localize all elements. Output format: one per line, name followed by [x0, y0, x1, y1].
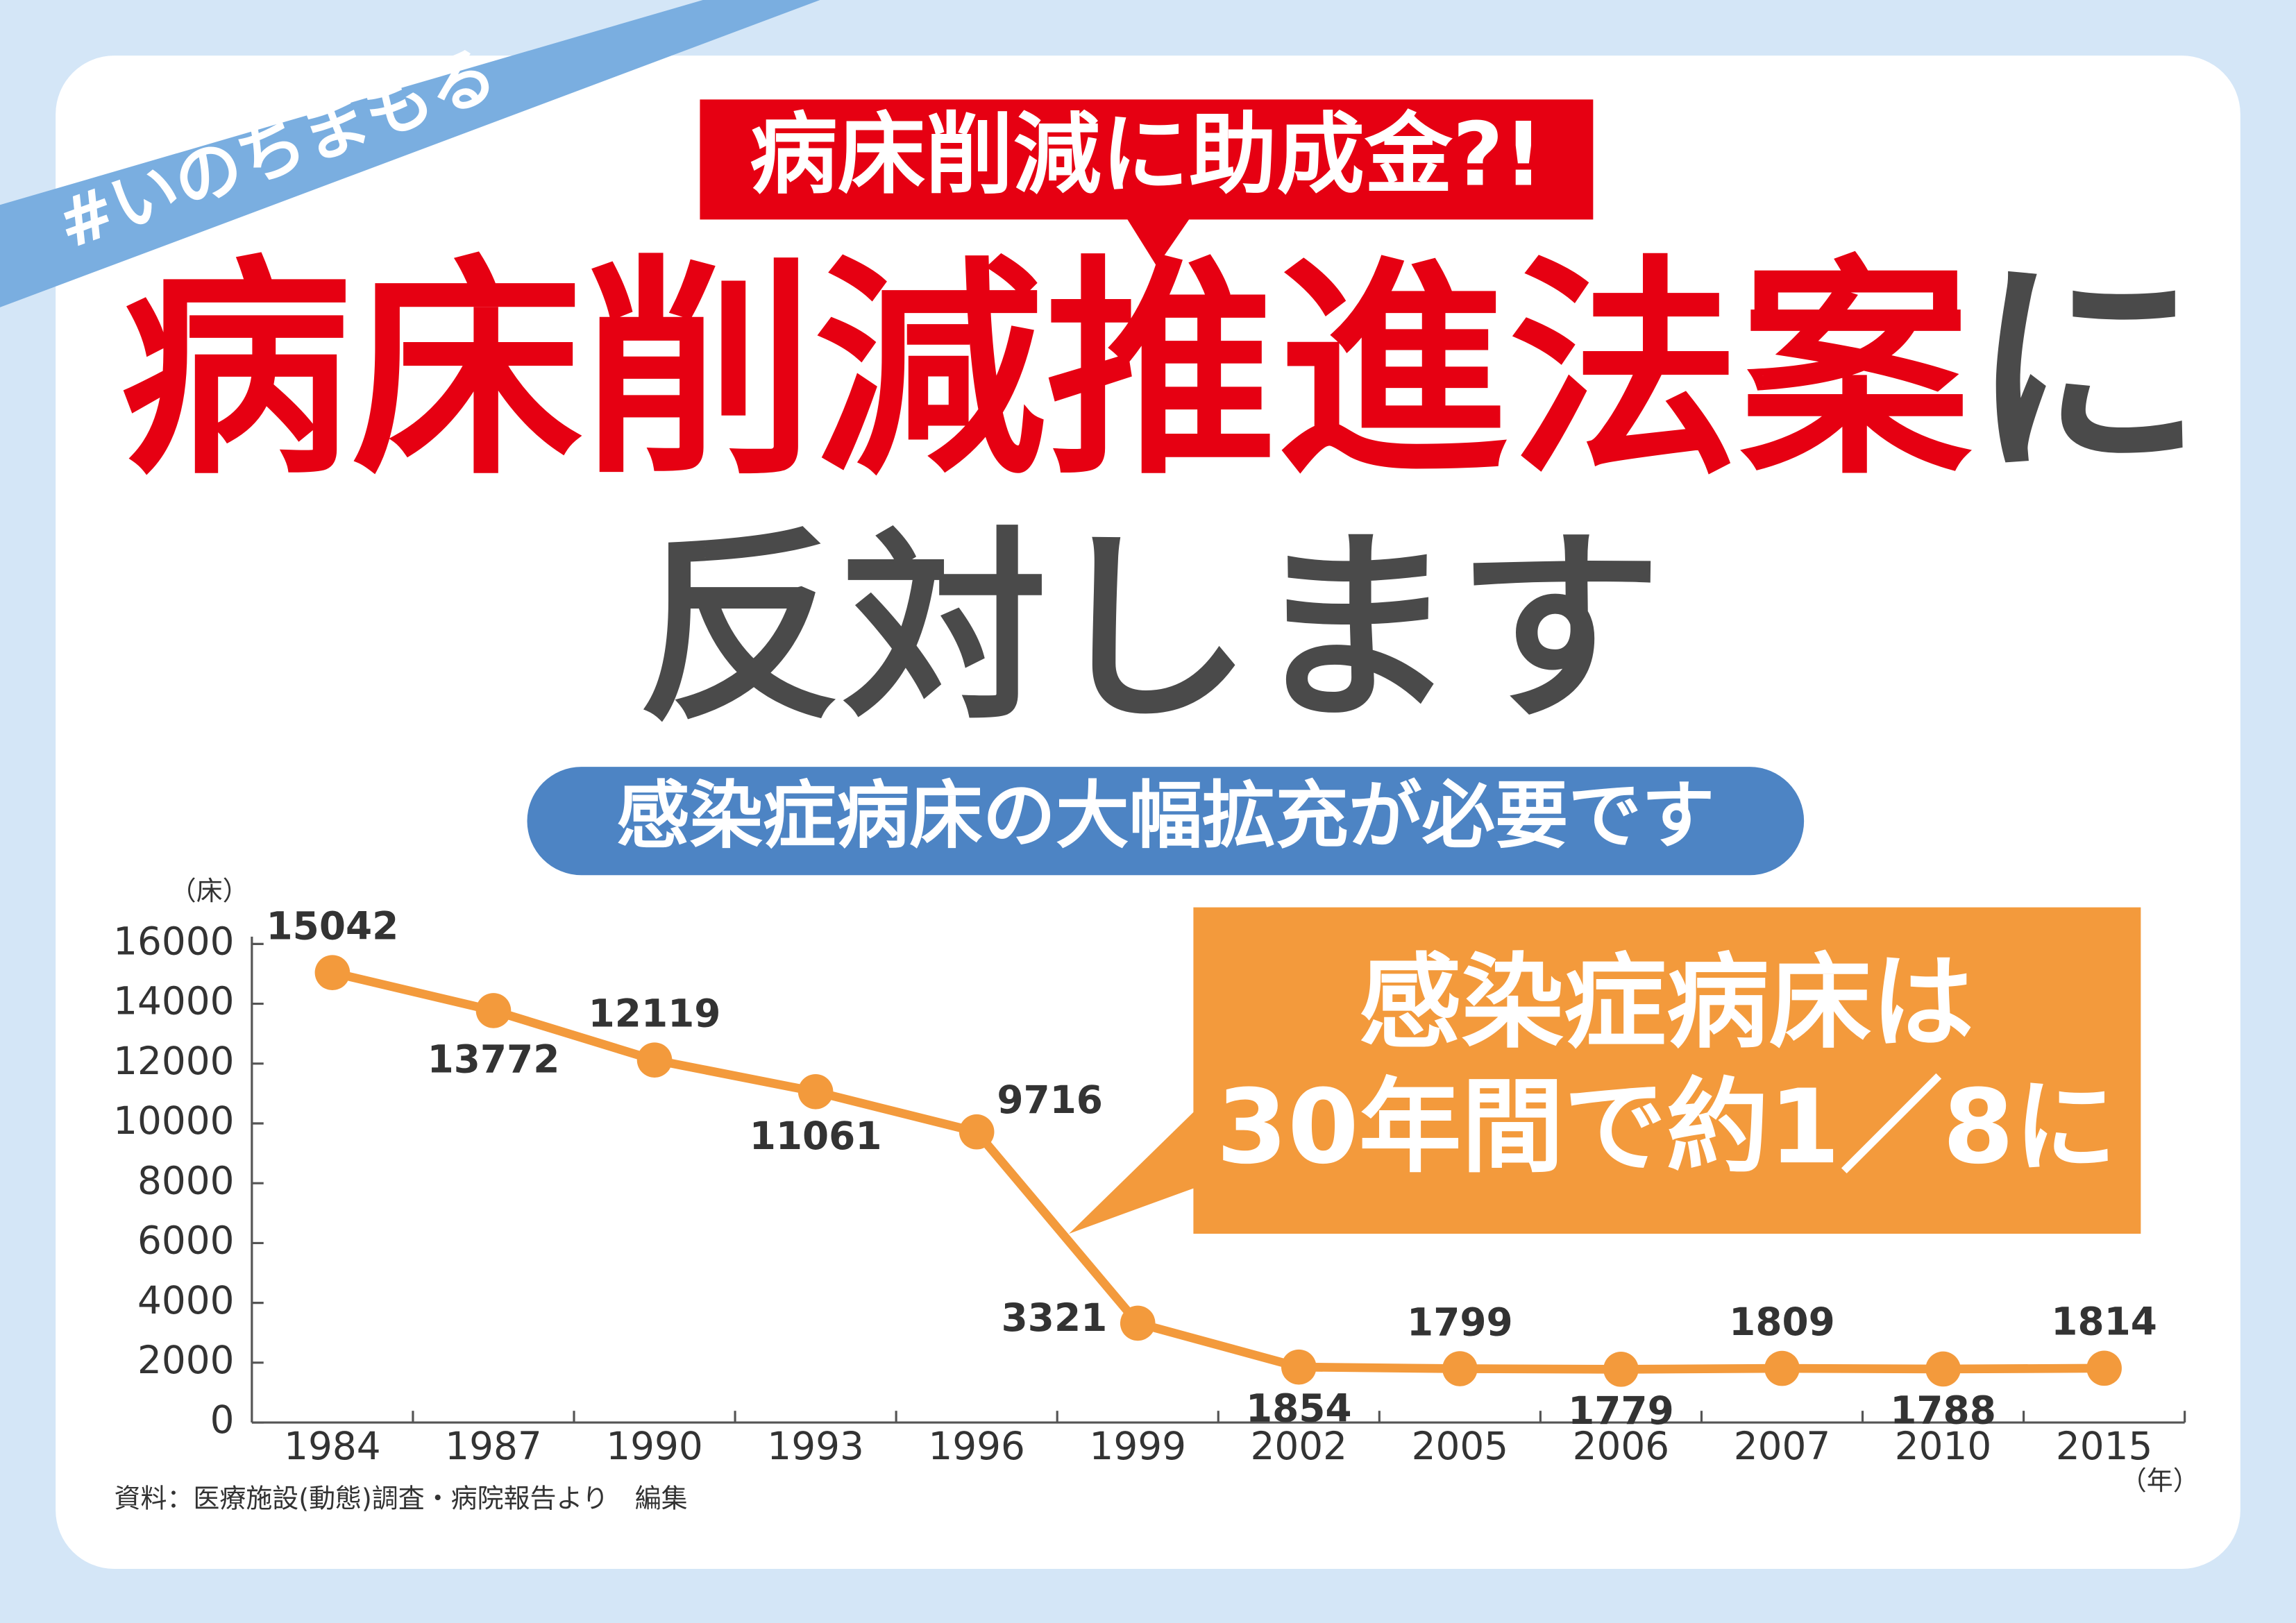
point — [797, 1073, 834, 1110]
point — [636, 1042, 673, 1078]
callout-text: 病床削減に助成金?! — [750, 104, 1544, 206]
point — [959, 1114, 995, 1150]
callout-bubble — [700, 99, 1594, 266]
y-tick-label: 6000 — [137, 1218, 235, 1263]
x-tick-label: 1990 — [606, 1424, 703, 1468]
y-unit: （床） — [170, 876, 249, 906]
y-tick-label: 16000 — [113, 919, 234, 964]
headline-tail: に — [1971, 237, 2202, 506]
data-label: 12119 — [589, 992, 721, 1036]
data-label: 1799 — [1407, 1300, 1513, 1344]
data-label: 1779 — [1568, 1388, 1674, 1433]
data-label: 1788 — [1890, 1388, 1996, 1432]
line — [331, 968, 2104, 1374]
y-tick-label: 2000 — [137, 1338, 235, 1382]
x-unit: （年） — [2120, 1465, 2200, 1496]
point — [1603, 1352, 1639, 1387]
stat-line-1: 感染症病床は — [1359, 943, 1974, 1062]
point — [2086, 1350, 2122, 1386]
x-tick-label: 1999 — [1089, 1424, 1186, 1468]
headline-line2: 反対します — [637, 510, 1662, 749]
data-label: 9716 — [997, 1078, 1103, 1122]
data-label: 1814 — [2051, 1300, 2157, 1344]
x-tick-label: 2005 — [1412, 1424, 1509, 1468]
stat-box — [1069, 907, 2141, 1234]
data-label: 3321 — [1002, 1295, 1108, 1340]
banner — [0, 0, 820, 307]
x-tick-label: 1996 — [928, 1424, 1025, 1468]
x-tick-label: 1993 — [767, 1424, 864, 1468]
point — [475, 993, 512, 1028]
point — [1120, 1305, 1156, 1341]
point — [1925, 1351, 1961, 1387]
y-tick-label: 0 — [210, 1397, 235, 1442]
headline-red: 病床削減推進法案 — [120, 237, 1975, 506]
x-tick-label: 2007 — [1734, 1424, 1831, 1468]
x-tick-label: 1984 — [284, 1424, 381, 1468]
data-label: 1854 — [1246, 1386, 1352, 1431]
x-tick-label: 2002 — [1251, 1424, 1348, 1468]
data-label: 11061 — [750, 1114, 882, 1158]
point — [1281, 1349, 1317, 1385]
y-tick-label: 14000 — [113, 979, 234, 1023]
source: 資料：医療施設(動態)調査・病院報告より 編集 — [115, 1483, 688, 1513]
x-tick-label: 2015 — [2056, 1424, 2153, 1468]
data-label: 13772 — [428, 1037, 560, 1081]
headline: 病床削減推進法案に — [120, 237, 2202, 506]
y-tick-label: 4000 — [137, 1278, 235, 1323]
x-tick-label: 2006 — [1573, 1424, 1670, 1468]
data-label: 15042 — [267, 904, 399, 949]
y-tick-label: 10000 — [113, 1098, 234, 1143]
point — [314, 955, 351, 990]
data-label: 1809 — [1729, 1300, 1835, 1344]
point — [1764, 1350, 1800, 1386]
y-tick-label: 8000 — [137, 1158, 235, 1203]
y-tick-label: 12000 — [113, 1039, 234, 1083]
stat-line-2: 30年間で約1／8に — [1216, 1067, 2116, 1187]
x-tick-label: 1987 — [445, 1424, 542, 1468]
x-tick-label: 2010 — [1895, 1424, 1992, 1468]
point — [1442, 1351, 1478, 1386]
subtitle-pill — [527, 767, 1805, 876]
subtitle: 感染症病床の大幅拡充が必要です — [616, 773, 1714, 858]
